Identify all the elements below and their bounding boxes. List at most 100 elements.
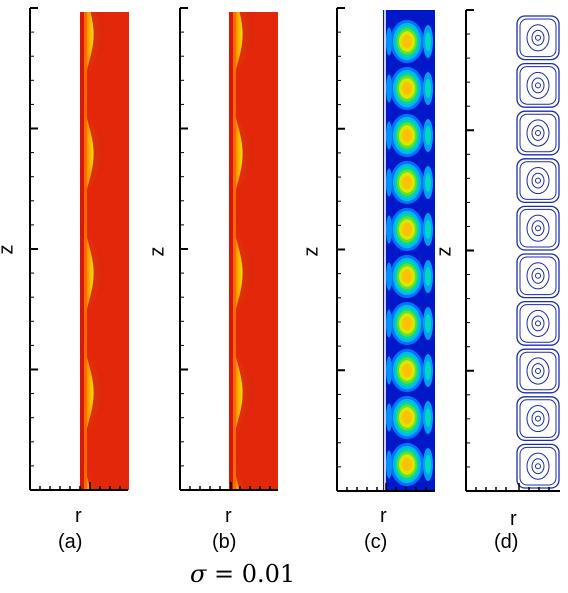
panel-a-wall-stripe xyxy=(80,12,84,490)
panel-c-r-label: r xyxy=(380,505,387,527)
panel-c-cell-ring xyxy=(402,363,412,378)
panel-a-r-label: r xyxy=(75,505,82,527)
panel-d-streamline-inner xyxy=(531,29,545,46)
panel-d-vortex-core xyxy=(535,415,541,422)
panel-d-vortex-core xyxy=(535,130,541,136)
panel-c-cell-ring xyxy=(402,34,412,49)
panel-c-wall-blob xyxy=(386,309,392,338)
panel-d-cell-outer xyxy=(516,62,560,108)
panel-d-cell-outer xyxy=(516,158,560,204)
panel-d-streamline xyxy=(526,405,550,433)
panel-d-streamline xyxy=(526,167,550,195)
panel-d-axes xyxy=(465,9,560,492)
panel-c-wall-blob xyxy=(386,450,392,479)
panel-c-wall-blob xyxy=(386,262,392,291)
panel-c-side-core xyxy=(425,173,431,192)
panel-c-axes xyxy=(336,7,435,492)
panel-c-side-core xyxy=(425,408,431,427)
panel-c-cell-ring xyxy=(402,316,412,331)
panel-d-streamline-inner xyxy=(531,125,545,141)
parameter-symbol: σ xyxy=(190,560,207,588)
panel-b-wall-stripe xyxy=(229,12,233,490)
panel-a-waves xyxy=(80,12,129,490)
panel-d-cell-mid xyxy=(519,113,557,153)
panel-b-z-label: z xyxy=(146,246,169,257)
panel-d-streamline-inner xyxy=(531,315,545,332)
panel-d-streamline-inner xyxy=(531,363,545,379)
panel-c-side-core xyxy=(425,361,431,380)
panel-c-wall-blob xyxy=(386,403,392,432)
panel-d-cell-mid xyxy=(519,446,557,486)
panel-c-wall-blob xyxy=(386,27,392,56)
panel-d-cell-outer xyxy=(516,443,560,489)
panel-c-side-core xyxy=(425,455,431,474)
panel-c-z-label: z xyxy=(300,246,323,257)
parameter-caption: σ = 0.01 xyxy=(190,560,295,588)
panel-d-z-label: z xyxy=(433,246,456,257)
panel-c-side-core xyxy=(425,220,431,239)
panel-c-side-core xyxy=(425,32,431,51)
panel-d-cell-mid xyxy=(519,351,557,391)
panel-c-wall-blob xyxy=(386,121,392,150)
panel-a xyxy=(29,7,129,491)
panel-d-cell-mid xyxy=(519,18,557,58)
panel-d-cell-mid xyxy=(519,208,557,248)
panel-d-streamline xyxy=(526,119,550,147)
panel-a-axes xyxy=(29,7,128,491)
panel-d-vortex-core xyxy=(535,225,541,232)
panel-c-wall-blob xyxy=(386,74,392,103)
panel-c-side-core xyxy=(425,267,431,286)
panel-d xyxy=(465,9,560,492)
panel-b-wall-glow xyxy=(233,12,236,490)
panel-c-cell-ring xyxy=(402,410,412,425)
panel-d-cell-outer xyxy=(516,253,560,299)
parameter-value: = 0.01 xyxy=(206,560,296,588)
panel-d-cell-outer xyxy=(516,205,560,251)
panel-d-streamline-inner xyxy=(531,77,545,94)
panel-d-vortex-core xyxy=(535,82,541,89)
panel-d-vortex-core xyxy=(535,320,541,327)
panel-d-vortex-core xyxy=(535,177,541,184)
panel-c-cells xyxy=(386,19,433,487)
panel-d-streamline xyxy=(526,24,550,52)
panel-b-axes xyxy=(179,7,278,491)
panel-c-cell-ring xyxy=(402,457,412,472)
panel-d-caption: (d) xyxy=(494,531,519,553)
panel-d-streamline-inner xyxy=(531,220,545,237)
panel-d-streamline-inner xyxy=(531,410,545,427)
panel-d-cell-mid xyxy=(519,66,557,105)
panel-d-streamline-inner xyxy=(531,458,545,475)
panel-d-streamline-inner xyxy=(531,172,545,189)
panel-d-cell-outer xyxy=(516,110,560,156)
panel-d-streamline xyxy=(526,309,550,337)
panel-d-cell-outer xyxy=(516,348,560,394)
panel-c-side-core xyxy=(425,79,431,98)
panel-d-streamline xyxy=(526,452,550,480)
panel-b-waves xyxy=(229,12,278,490)
panel-b-caption: (b) xyxy=(212,531,237,553)
panel-c-side-core xyxy=(425,126,431,145)
panel-d-streamline xyxy=(526,71,550,99)
panel-c-cell-ring xyxy=(402,269,412,284)
panel-c-wall-blob xyxy=(386,215,392,244)
panel-c xyxy=(336,7,435,492)
panel-d-streamline xyxy=(526,214,550,242)
panel-d-streamline xyxy=(526,262,550,290)
panel-b-r-label: r xyxy=(225,505,232,527)
panel-d-cell-mid xyxy=(519,399,557,438)
panel-d-streamline-inner xyxy=(531,267,545,284)
panel-a-wall-glow xyxy=(84,12,87,490)
panel-c-cell-ring xyxy=(402,81,412,96)
panel-d-cell-mid xyxy=(519,161,557,200)
panel-d-vortex-core xyxy=(535,463,541,470)
panel-a-caption: (a) xyxy=(58,531,83,553)
panel-d-cell-mid xyxy=(519,304,557,343)
panel-a-z-label: z xyxy=(0,245,19,255)
panel-c-caption: (c) xyxy=(364,531,388,553)
panel-d-vortex-core xyxy=(535,272,541,279)
panel-d-r-label: r xyxy=(510,508,517,530)
panel-c-cell-ring xyxy=(402,222,412,237)
panel-d-vortex-core xyxy=(535,34,541,41)
panel-c-side-core xyxy=(425,314,431,333)
